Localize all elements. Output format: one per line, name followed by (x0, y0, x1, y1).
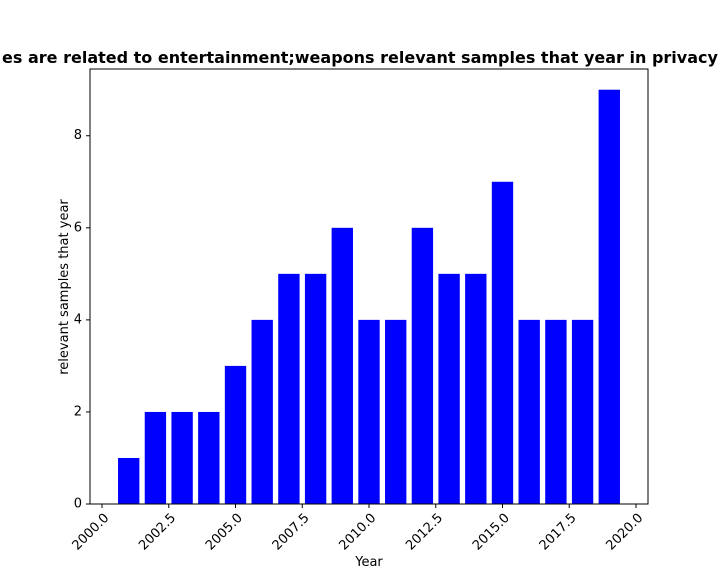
x-ticks-group: 2000.0 2002.5 2005.0 2007.5 2010.0 2012.5 2015… (70, 504, 647, 554)
bar-2018 (571, 319, 594, 504)
bar-2019 (598, 89, 620, 505)
bar-2002 (144, 411, 167, 504)
bar-2012 (411, 227, 434, 504)
bar-2014 (465, 273, 487, 504)
x-tick-label: 2017.5 (537, 511, 580, 554)
plot-frame (89, 68, 649, 505)
y-tick-label: 0 (74, 497, 82, 512)
y-ticks-group: 0 2 4 6 8 (74, 128, 90, 512)
y-axis-label: relevant samples that year (57, 199, 72, 375)
bar-2015 (491, 181, 514, 504)
bar-2017 (545, 319, 567, 504)
bar-2008 (304, 273, 327, 504)
bar-2006 (251, 319, 273, 504)
bars-group (118, 89, 620, 505)
bar-2013 (438, 273, 460, 504)
bar-2001 (118, 457, 140, 504)
bar-2011 (385, 319, 407, 504)
x-tick-label: 2002.5 (136, 511, 179, 554)
bar-2010 (358, 319, 380, 504)
x-tick-label: 2000.0 (70, 511, 113, 554)
x-tick-label: 2012.5 (403, 511, 446, 554)
x-tick-label: 2007.5 (270, 511, 313, 554)
bar-2007 (278, 273, 300, 504)
x-axis-label: Year (354, 555, 383, 570)
y-tick-label: 8 (74, 128, 82, 143)
x-tick-label: 2005.0 (203, 511, 246, 554)
bar-2004 (198, 411, 220, 504)
chart-title: es are related to entertainment;weapons … (2, 48, 718, 67)
y-tick-label: 2 (74, 404, 82, 419)
x-tick-label: 2010.0 (337, 511, 380, 554)
bar-2003 (171, 411, 193, 504)
x-tick-label: 2015.0 (470, 511, 513, 554)
y-tick-label: 6 (74, 220, 82, 235)
bar-2009 (331, 227, 353, 504)
bar-2005 (224, 365, 247, 504)
y-tick-label: 4 (74, 312, 82, 327)
bar-2016 (518, 319, 540, 504)
x-tick-label: 2020.0 (604, 511, 647, 554)
